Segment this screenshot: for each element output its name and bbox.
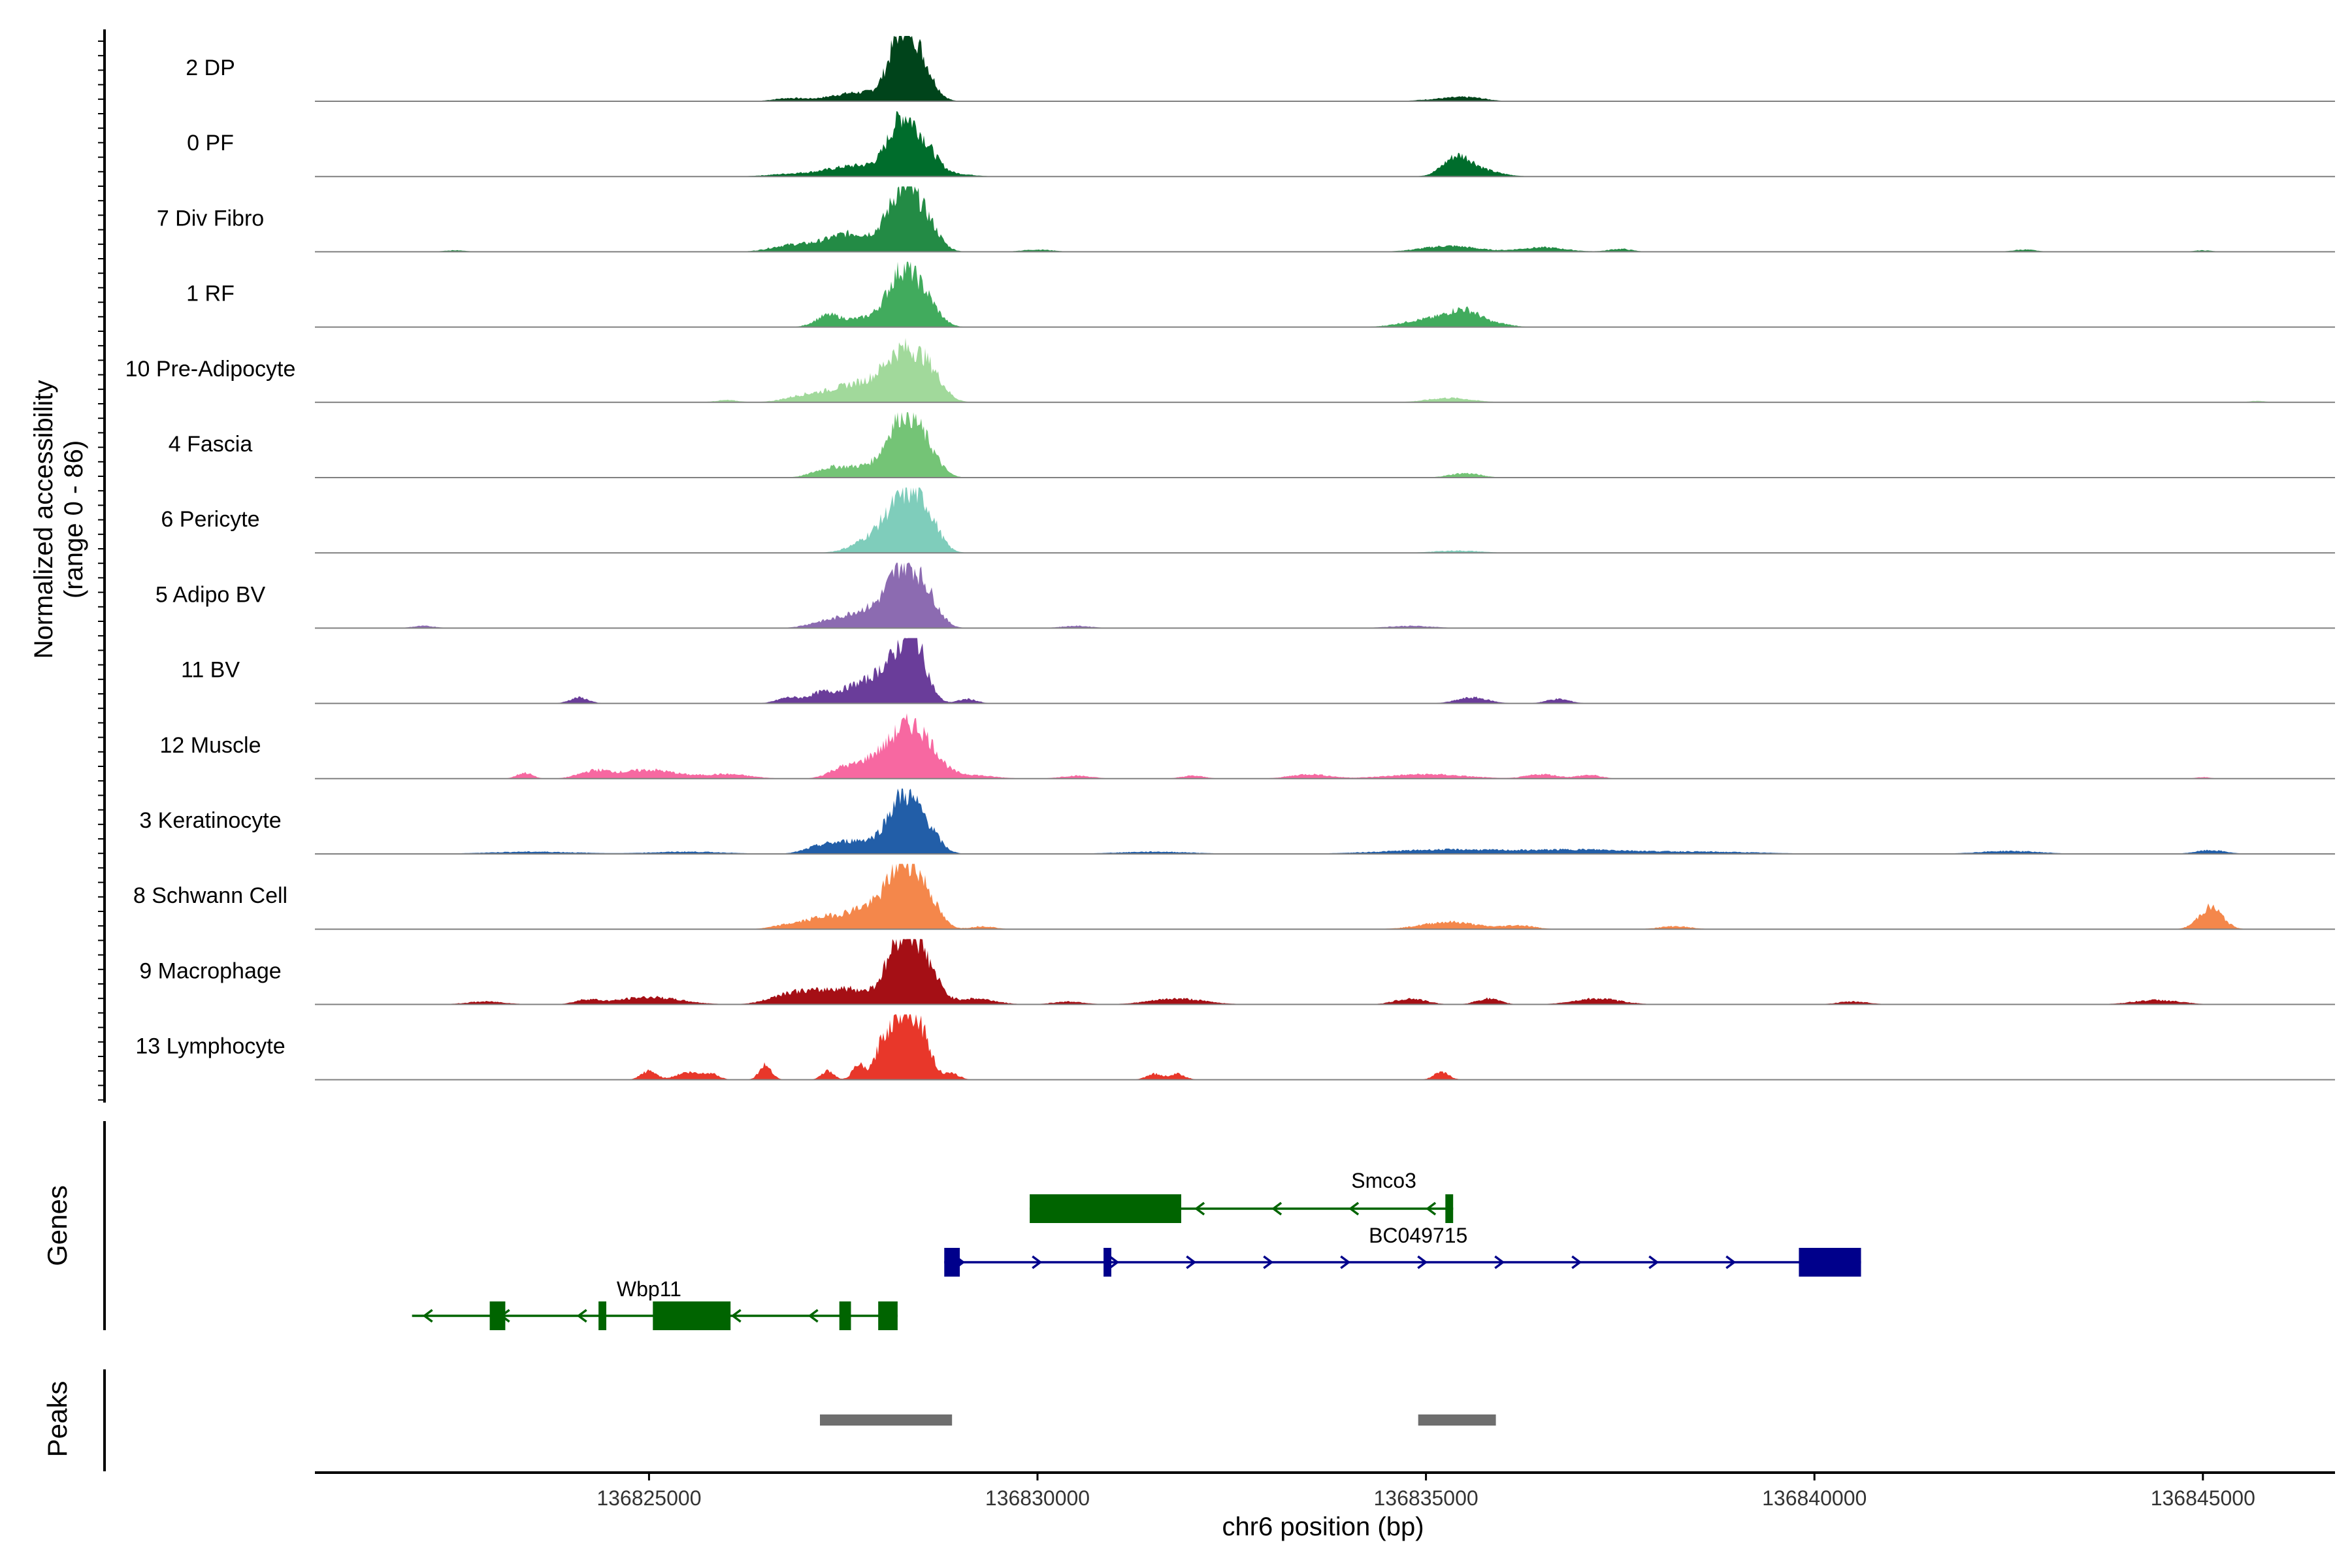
track-label: 8 Schwann Cell — [133, 883, 287, 908]
track-label: 13 Lymphocyte — [135, 1034, 285, 1059]
coverage-area — [315, 111, 2335, 177]
gene-exon — [598, 1301, 606, 1330]
track-7-div-fibro: 7 Div Fibro — [157, 186, 2335, 253]
track-3-keratinocyte: 3 Keratinocyte — [139, 789, 2335, 855]
strand-arrow — [1417, 1255, 1428, 1269]
y-axis-title: Normalized accessibility — [29, 380, 58, 659]
track-area: 2 DP 0 PF 7 Div Fibro 1 RF 10 Pre-Adipocyte 4… — [125, 36, 2335, 1081]
gene-exon — [1799, 1248, 1861, 1277]
coverage-area — [315, 864, 2335, 930]
coverage-area — [315, 36, 2335, 101]
coverage-area — [315, 939, 2335, 1005]
strand-arrow — [576, 1309, 587, 1323]
peaks-title: Peaks — [42, 1381, 73, 1458]
gene-smco3: Smco3 — [1030, 1169, 1454, 1223]
track-label: 10 Pre-Adipocyte — [125, 357, 296, 382]
track-13-lymphocyte: 13 Lymphocyte — [135, 1014, 2335, 1081]
genes-panel: Smco3 BC049715 Wbp11 — [412, 1169, 1861, 1330]
track-label: 3 Keratinocyte — [139, 808, 281, 833]
track-label: 9 Macrophage — [139, 958, 281, 983]
gene-wbp11: Wbp11 — [412, 1277, 898, 1330]
gene-exon — [839, 1301, 851, 1330]
coverage-area — [315, 789, 2335, 854]
track-12-muscle: 12 Muscle — [160, 713, 2335, 779]
peak-region — [820, 1414, 953, 1426]
track-9-macrophage: 9 Macrophage — [139, 939, 2335, 1005]
track-label: 0 PF — [187, 131, 234, 155]
coverage-area — [315, 261, 2335, 327]
coverage-area — [315, 563, 2335, 629]
coverage-area — [315, 638, 2335, 704]
gene-exon — [653, 1301, 731, 1330]
strand-arrow — [1494, 1255, 1505, 1269]
x-axis-title: chr6 position (bp) — [1222, 1512, 1424, 1541]
gene-exon — [944, 1248, 960, 1277]
strand-arrow — [1032, 1255, 1043, 1269]
coverage-area — [315, 713, 2335, 779]
strand-arrow — [1571, 1255, 1582, 1269]
x-tick-label: 136835000 — [1374, 1486, 1478, 1510]
gene-exon — [878, 1301, 898, 1330]
track-2-dp: 2 DP — [186, 36, 2335, 102]
genes-title: Genes — [42, 1185, 73, 1266]
gene-exon — [1103, 1248, 1111, 1277]
track-label: 11 BV — [181, 658, 240, 683]
track-11-bv: 11 BV — [181, 638, 2335, 704]
strand-arrow — [1348, 1201, 1360, 1216]
gene-label: Wbp11 — [617, 1277, 681, 1301]
track-label: 4 Fascia — [169, 432, 253, 457]
coverage-area — [315, 186, 2335, 252]
track-label: 7 Div Fibro — [157, 206, 264, 231]
gene-exon — [1445, 1194, 1454, 1223]
track-1-rf: 1 RF — [186, 261, 2335, 328]
coverage-area — [315, 412, 2335, 478]
gene-label: Smco3 — [1351, 1169, 1416, 1192]
y-axis-range: (range 0 - 86) — [59, 440, 88, 598]
track-0-pf: 0 PF — [187, 111, 2335, 178]
peak-region — [1418, 1414, 1496, 1426]
strand-arrow — [1271, 1201, 1282, 1216]
strand-arrow — [422, 1309, 433, 1323]
track-8-schwann-cell: 8 Schwann Cell — [133, 864, 2335, 930]
axes: 136825000 136830000 136835000 136840000 1368… — [98, 29, 2335, 1510]
track-label: 6 Pericyte — [161, 507, 259, 532]
track-label: 12 Muscle — [160, 733, 261, 758]
track-label: 2 DP — [186, 56, 235, 80]
strand-arrow — [1109, 1255, 1120, 1269]
x-tick-label: 136840000 — [1762, 1486, 1867, 1510]
track-label: 5 Adipo BV — [155, 582, 266, 607]
strand-arrow — [808, 1309, 819, 1323]
strand-arrow — [1263, 1255, 1274, 1269]
track-4-fascia: 4 Fascia — [169, 412, 2335, 478]
strand-arrow — [730, 1309, 742, 1323]
coverage-area — [315, 338, 2335, 402]
strand-arrow — [1426, 1201, 1437, 1216]
track-6-pericyte: 6 Pericyte — [161, 487, 2335, 554]
strand-arrow — [1186, 1255, 1197, 1269]
coverage-area — [315, 487, 2335, 553]
coverage-area — [315, 1014, 2335, 1080]
strand-arrow — [1194, 1201, 1205, 1216]
track-5-adipo-bv: 5 Adipo BV — [155, 563, 2335, 629]
peaks-panel — [820, 1414, 1496, 1426]
track-10-pre-adipocyte: 10 Pre-Adipocyte — [125, 338, 2335, 403]
gene-bc049715: BC049715 — [944, 1224, 1861, 1277]
x-tick-label: 136845000 — [2151, 1486, 2255, 1510]
x-tick-label: 136825000 — [596, 1486, 701, 1510]
strand-arrow — [1725, 1255, 1737, 1269]
gene-label: BC049715 — [1369, 1224, 1467, 1247]
strand-arrow — [1648, 1255, 1659, 1269]
track-label: 1 RF — [186, 282, 235, 306]
x-tick-label: 136830000 — [985, 1486, 1090, 1510]
gene-exon — [489, 1301, 506, 1330]
gene-exon — [1030, 1194, 1181, 1223]
strand-arrow — [1340, 1255, 1351, 1269]
